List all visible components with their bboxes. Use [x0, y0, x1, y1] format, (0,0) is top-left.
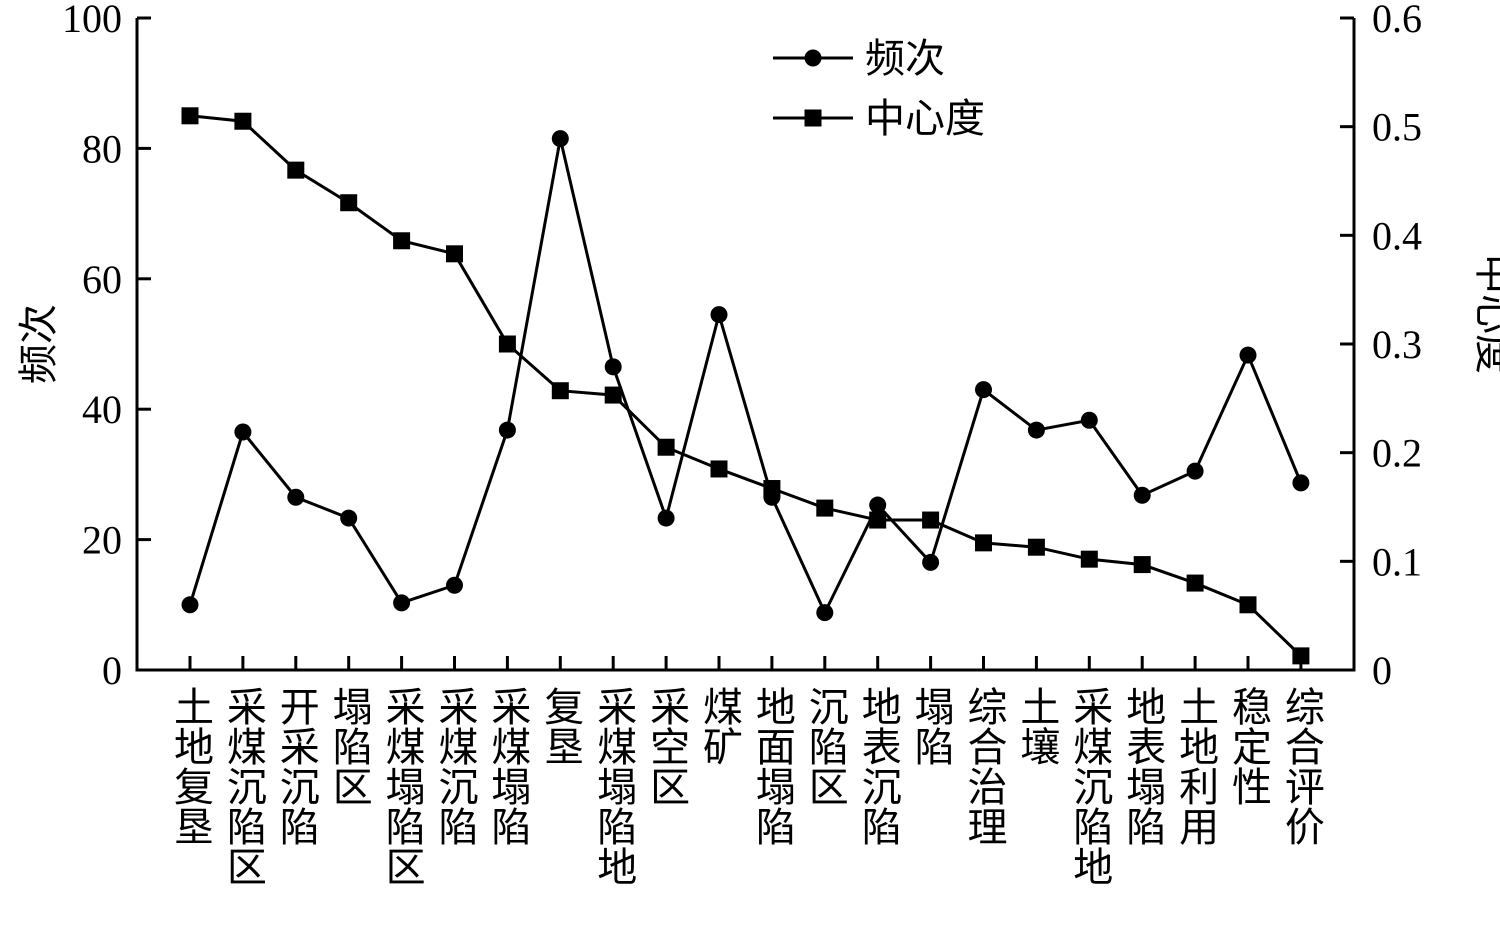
x-category-label: 采煤塌陷: [484, 686, 530, 846]
centrality-point: [816, 499, 834, 517]
legend-marker-frequency: [804, 49, 822, 67]
right-tick-label: 0.2: [1372, 431, 1422, 476]
frequency-point: [604, 358, 622, 376]
centrality-point: [604, 386, 622, 404]
legend-label-centrality: 中心度: [865, 96, 985, 142]
centrality-point: [1027, 538, 1045, 556]
frequency-point: [710, 306, 728, 324]
x-axis: 土地复垦 采煤沉陷区 开采沉陷 塌陷区 采煤塌陷区 采煤沉陷 采煤塌陷 复垦 采煤塌陷地 采空区煤…: [167, 656, 1324, 886]
left-axis: 0 20 40 60 80 100: [62, 0, 151, 693]
centrality-point: [1292, 647, 1310, 665]
centrality-point: [551, 382, 569, 400]
x-category-label: 土地复垦: [167, 686, 213, 846]
x-category-label: 土地利用: [1172, 686, 1218, 846]
centrality-point: [1239, 596, 1257, 614]
centrality-point: [975, 534, 992, 552]
centrality-point: [1133, 556, 1151, 574]
right-tick-label: 0.4: [1372, 213, 1422, 258]
left-axis-title: 频次: [16, 304, 62, 384]
frequency-point: [816, 604, 834, 622]
frequency-point: [869, 496, 887, 514]
series-line-frequency: [188, 138, 1303, 617]
x-category-label: 土壤: [1013, 686, 1059, 766]
legend-marker-centrality: [804, 109, 822, 127]
centrality-point: [393, 232, 411, 250]
x-category-label: 综合评价: [1278, 686, 1324, 846]
frequency-point: [287, 488, 305, 506]
x-category-label: 采空区: [643, 686, 689, 806]
centrality-point: [287, 161, 305, 179]
right-tick-label: 0.3: [1372, 322, 1422, 367]
centrality-point: [498, 335, 516, 353]
right-tick-label: 0.6: [1372, 0, 1422, 41]
frequency-point: [393, 594, 411, 612]
frequency-point: [975, 381, 992, 399]
frequency-point: [1133, 486, 1151, 504]
right-tick-label: 0: [1372, 648, 1392, 693]
frequency-point: [922, 553, 940, 571]
centrality-point: [763, 480, 781, 498]
plot-area: [135, 18, 1356, 672]
frequency-point: [551, 130, 569, 148]
legend: 频次 中心度: [773, 36, 985, 142]
x-category-label: 采煤塌陷地: [590, 686, 636, 886]
legend-label-frequency: 频次: [865, 36, 945, 82]
frequency-point: [1027, 421, 1045, 439]
frequency-point: [498, 421, 516, 439]
right-axis-title: 中心度: [1470, 254, 1500, 374]
centrality-point: [1080, 550, 1098, 568]
x-category-label: 塌陷区: [326, 686, 372, 806]
right-axis: 0 0.1 0.2 0.3 0.4 0.5 0.6: [1340, 0, 1422, 693]
x-category-label: 采煤塌陷区: [379, 686, 425, 886]
centrality-point: [710, 460, 728, 478]
frequency-point: [446, 576, 463, 594]
series-layer: [181, 107, 1310, 665]
centrality-point: [446, 245, 463, 263]
left-tick-label: 100: [62, 0, 122, 41]
axis-frame: [135, 18, 1356, 672]
centrality-point: [1186, 574, 1204, 592]
left-tick-label: 40: [82, 387, 122, 432]
frequency-point: [340, 509, 358, 527]
left-tick-label: 60: [82, 257, 122, 302]
frequency-point: [234, 423, 252, 441]
x-category-label: 稳定性: [1225, 686, 1271, 806]
frequency-point: [657, 509, 675, 527]
x-category-label: 开采沉陷: [273, 686, 319, 846]
centrality-point: [340, 194, 358, 212]
centrality-point: [922, 511, 940, 529]
centrality-point: [234, 112, 252, 130]
series-line-centrality: [189, 114, 1302, 657]
x-category-label: 地表沉陷: [855, 686, 901, 846]
x-category-label: 塌陷: [908, 686, 954, 766]
x-category-label: 采煤沉陷地: [1066, 686, 1112, 886]
left-tick-label: 0: [102, 648, 122, 693]
centrality-point: [657, 438, 675, 456]
centrality-point: [181, 107, 199, 125]
x-category-label: 采煤沉陷: [432, 686, 478, 846]
left-tick-label: 20: [82, 518, 122, 563]
right-tick-label: 0.1: [1372, 539, 1422, 584]
x-category-label: 综合治理: [961, 686, 1007, 846]
frequency-point: [1080, 411, 1098, 429]
x-category-label: 采煤沉陷区: [220, 686, 266, 886]
x-category-label: 沉陷区: [802, 686, 848, 806]
frequency-point: [1292, 474, 1310, 492]
x-category-label: 复垦: [537, 686, 583, 766]
frequency-point: [1186, 462, 1204, 480]
left-tick-label: 80: [82, 126, 122, 171]
x-category-label: 地表塌陷: [1119, 686, 1165, 846]
frequency-point: [1239, 346, 1257, 364]
right-tick-label: 0.5: [1372, 105, 1422, 150]
frequency-point: [181, 596, 199, 614]
centrality-point: [869, 511, 887, 529]
x-category-label: 煤矿: [696, 686, 742, 766]
x-category-label: 地面塌陷: [749, 686, 795, 846]
